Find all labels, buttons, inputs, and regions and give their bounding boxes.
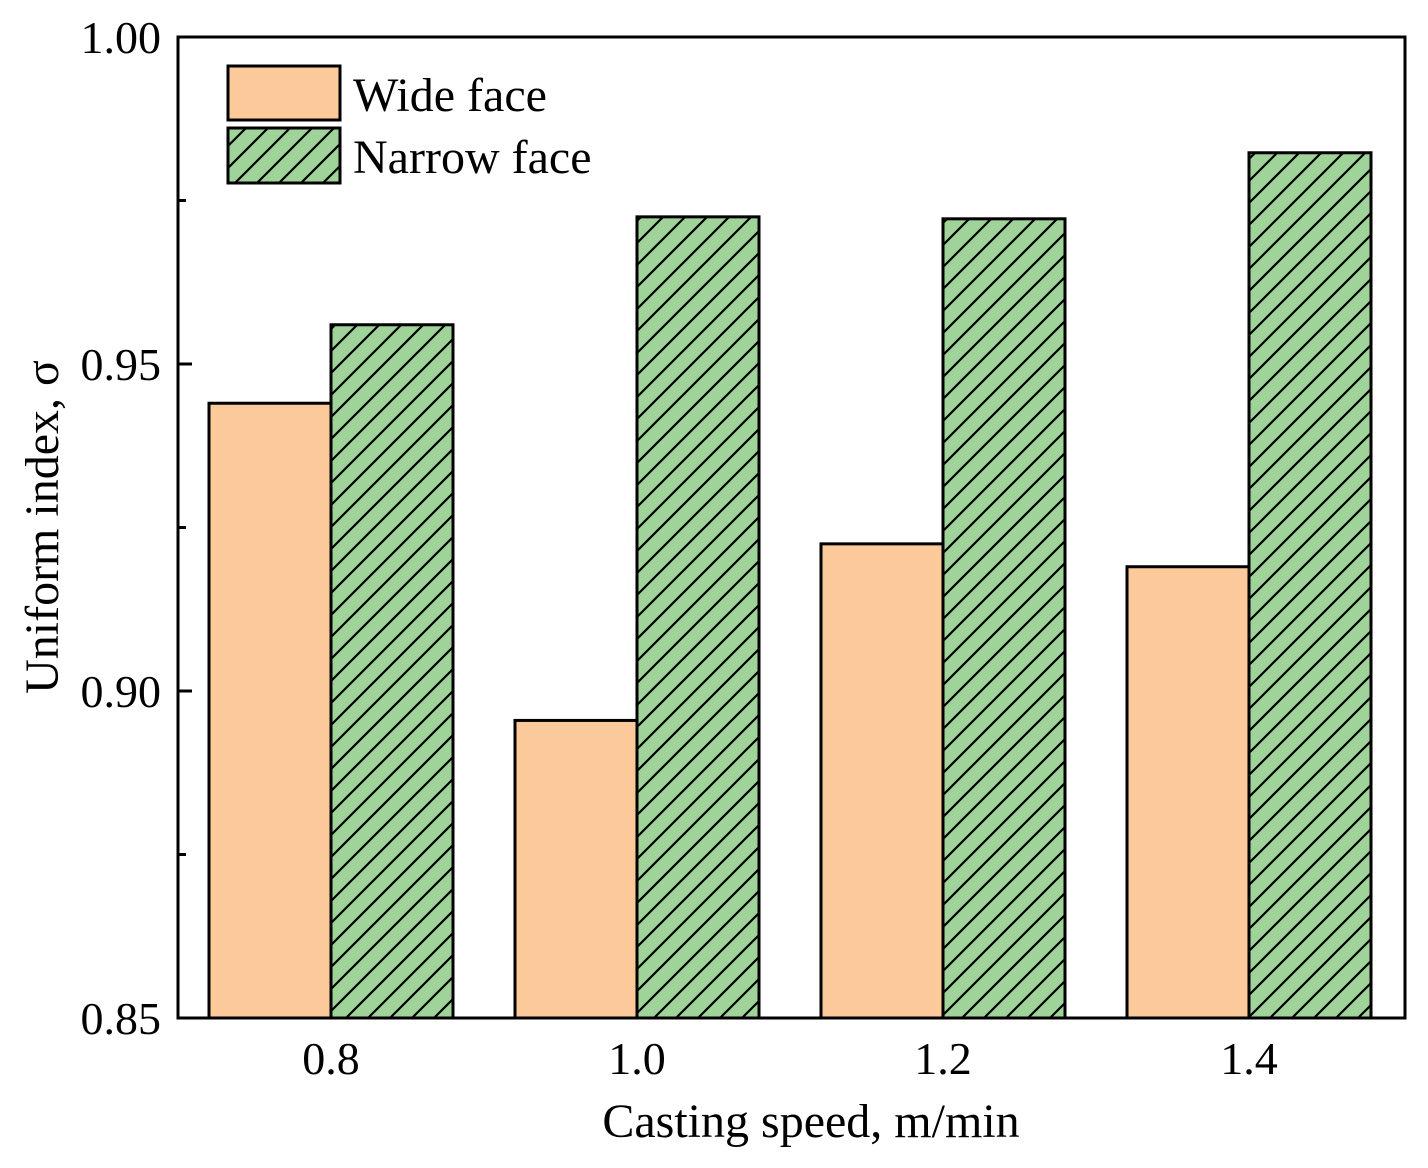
y-tick-label: 0.85 [81,993,162,1044]
legend: Wide face Narrow face [226,64,592,185]
y-axis-title: Uniform index, σ [16,360,69,694]
bar-narrow-face-1.4 [1247,151,1373,1020]
bar-wide-face-1.2 [819,542,945,1020]
x-axis-title: Casting speed, m/min [602,1095,1019,1148]
x-tick-label: 1.0 [608,1033,666,1084]
x-tick-label: 1.4 [1220,1033,1278,1084]
bar-wide-face-1.4 [1125,565,1251,1020]
legend-swatch-narrow-face [226,126,342,185]
bar-wide-face-0.8 [207,401,333,1020]
bar-wide-face-1.0 [513,718,639,1020]
y-tick-label: 0.90 [81,666,162,717]
bars [207,151,1373,1020]
x-axis-ticks: 0.8 1.0 1.2 1.4 [302,1004,1278,1084]
y-axis-ticks: 0.85 0.90 0.95 1.00 [81,12,192,1044]
legend-swatch-wide-face [226,64,342,122]
bar-narrow-face-1.2 [941,217,1067,1020]
y-tick-label: 1.00 [81,12,162,63]
x-tick-label: 0.8 [302,1033,360,1084]
x-tick-label: 1.2 [914,1033,972,1084]
legend-label-narrow-face: Narrow face [353,131,592,184]
legend-label-wide-face: Wide face [353,69,547,122]
bar-narrow-face-0.8 [329,323,455,1020]
y-tick-label: 0.95 [81,339,162,390]
bar-narrow-face-1.0 [635,215,761,1020]
